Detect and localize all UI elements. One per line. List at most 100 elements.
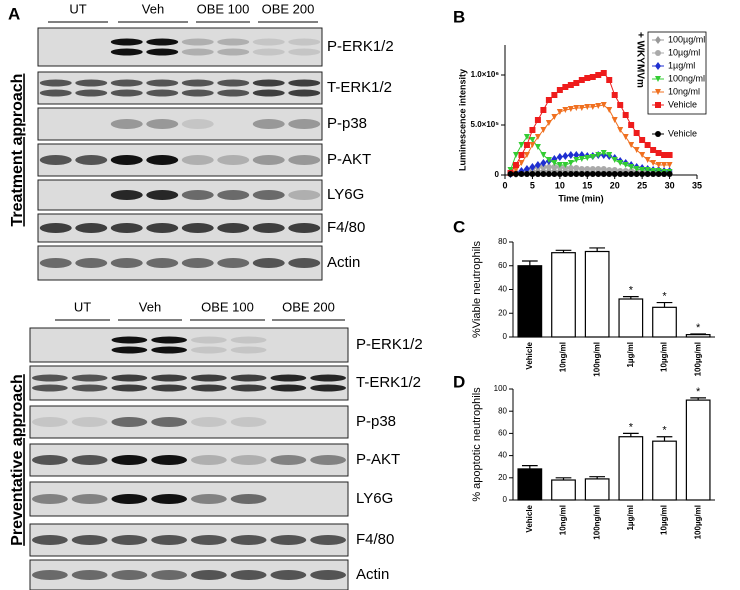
- bar: [584, 250, 610, 338]
- blot-band: [288, 119, 321, 129]
- blot-band: [252, 89, 285, 97]
- blot-band: [75, 79, 108, 87]
- blot-band: [230, 417, 267, 427]
- blot-band: [181, 79, 214, 87]
- x-tick-label: 10µg/ml: [660, 342, 669, 372]
- point: [534, 134, 541, 140]
- blot-band: [75, 155, 108, 165]
- point: [518, 142, 525, 148]
- blot-band: [230, 384, 267, 392]
- x-tick-label: Vehicle: [525, 504, 534, 532]
- error-bar: [622, 296, 639, 299]
- x-tick-label: 0: [502, 180, 507, 190]
- point: [556, 171, 563, 177]
- blot-band: [252, 38, 285, 46]
- y-tick-label: 100: [494, 384, 508, 393]
- point: [611, 117, 618, 123]
- blot-band: [217, 223, 250, 233]
- blot-band: [151, 570, 188, 580]
- blot-strip: [37, 107, 323, 141]
- panel-label: A: [8, 4, 20, 23]
- blot-band: [230, 535, 267, 545]
- point: [573, 157, 580, 163]
- blot-band: [288, 155, 321, 165]
- blot-band: [31, 417, 68, 427]
- point: [611, 171, 618, 177]
- y-tick-label: 40: [498, 285, 507, 294]
- error-bar: [656, 436, 673, 442]
- point: [639, 171, 646, 177]
- point: [551, 114, 558, 120]
- blot-band: [146, 190, 179, 200]
- blot-band: [151, 455, 188, 465]
- point: [595, 166, 602, 172]
- blot-title: Preventative approach: [9, 374, 26, 546]
- blot-band: [110, 155, 143, 165]
- blot-band: [146, 89, 179, 97]
- point: [611, 92, 618, 98]
- point: [661, 171, 668, 177]
- significance-mark: *: [696, 386, 701, 398]
- point: [589, 154, 596, 160]
- error-bar: [555, 477, 572, 481]
- blot-band: [288, 38, 321, 46]
- blot-band: [71, 570, 108, 580]
- blot-band: [230, 494, 267, 504]
- point: [567, 82, 574, 88]
- blot-row-label: P-AKT: [356, 451, 400, 468]
- point: [556, 162, 563, 168]
- point: [628, 164, 635, 170]
- blot-row-label: P-ERK1/2: [327, 38, 394, 55]
- y-axis-label: % apoptotic neutrophils: [471, 387, 483, 502]
- point: [551, 160, 558, 166]
- error-bar: [589, 247, 606, 252]
- error-bar: [555, 249, 572, 253]
- significance-mark: *: [662, 425, 667, 437]
- blot-band: [111, 346, 148, 354]
- blot-band: [110, 223, 143, 233]
- bar: [517, 265, 543, 338]
- point: [617, 127, 624, 133]
- point: [534, 171, 541, 177]
- blot-band: [110, 258, 143, 268]
- blot-band: [288, 223, 321, 233]
- point: [666, 162, 673, 168]
- x-tick-label: 10ng/ml: [559, 505, 568, 535]
- blot-band: [111, 494, 148, 504]
- blot-band: [288, 89, 321, 97]
- error-bar: [622, 432, 639, 437]
- point: [661, 162, 668, 168]
- blot-band: [146, 119, 179, 129]
- x-axis-label: Time (min): [558, 193, 603, 203]
- blot-band: [146, 223, 179, 233]
- point: [578, 171, 585, 177]
- point: [589, 171, 596, 177]
- group-label: UT: [69, 1, 86, 16]
- blot-band: [110, 79, 143, 87]
- point: [644, 167, 651, 173]
- point: [578, 77, 585, 83]
- blot-band: [110, 38, 143, 46]
- blot-row-label: Actin: [327, 254, 360, 271]
- significance-mark: *: [629, 421, 634, 433]
- x-tick-label: 35: [692, 180, 702, 190]
- point: [622, 171, 629, 177]
- blot-row-label: P-ERK1/2: [356, 336, 423, 353]
- blot-band: [71, 384, 108, 392]
- error-bar: [589, 476, 606, 479]
- group-label: OBE 200: [262, 1, 315, 16]
- point: [545, 164, 552, 170]
- point: [622, 112, 629, 118]
- blot-band: [151, 417, 188, 427]
- point: [633, 171, 640, 177]
- blot-band: [181, 223, 214, 233]
- blot-band: [310, 570, 347, 580]
- blot-band: [252, 190, 285, 200]
- x-tick-label: 30: [665, 180, 675, 190]
- blot-band: [230, 346, 267, 354]
- blot-band: [190, 494, 227, 504]
- blot-band: [190, 374, 227, 382]
- y-tick-label: 0: [503, 495, 508, 504]
- blot-strip: [37, 71, 323, 105]
